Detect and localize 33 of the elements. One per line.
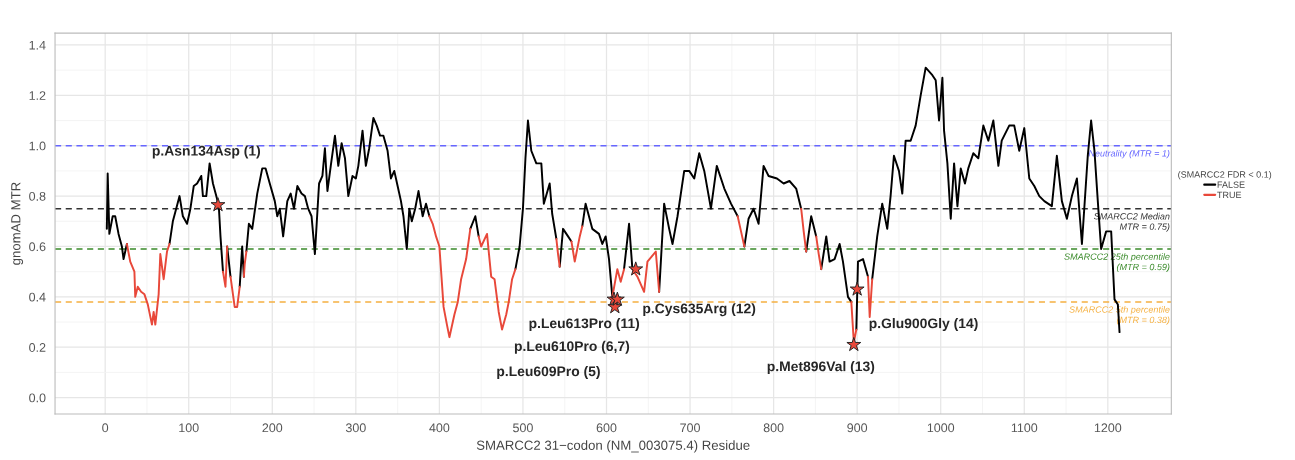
y-tick-label: 1.4 — [29, 40, 46, 50]
x-tick-label: 300 — [345, 423, 366, 433]
y-tick-label: 0.2 — [29, 343, 46, 352]
x-tick-label: 700 — [680, 423, 700, 433]
annotation: p.Glu900Gly (14) — [869, 318, 978, 331]
x-tick-label: 800 — [763, 423, 784, 433]
x-tick-label: 600 — [596, 423, 617, 433]
legend-label: TRUE — [1217, 191, 1242, 199]
legend-label: FALSE — [1217, 181, 1245, 188]
y-tick-label: 0.6 — [29, 242, 46, 252]
legend-title: (SMARCC2 FDR < 0.1) — [1178, 171, 1272, 180]
annotation: p.Met896Val (13) — [767, 361, 875, 375]
x-tick-label: 500 — [513, 423, 533, 433]
x-tick-label: 1200 — [1094, 423, 1122, 433]
y-tick-label: 1.0 — [29, 141, 46, 151]
x-tick-label: 200 — [262, 423, 283, 433]
y-tick-label: 0.4 — [29, 292, 46, 302]
x-tick-label: 1000 — [927, 423, 955, 433]
annotation: p.Cys635Arg (12) — [643, 303, 756, 317]
x-tick-label: 0 — [102, 423, 109, 433]
x-tick-label: 100 — [179, 423, 199, 433]
y-tick-label: 0.0 — [29, 393, 46, 403]
y-tick-label: 0.8 — [29, 191, 46, 201]
y-tick-label: 1.2 — [29, 91, 46, 100]
annotation: p.Leu609Pro (5) — [497, 366, 600, 379]
annotation: p.Asn134Asp (1) — [152, 145, 261, 159]
annotation: p.Leu610Pro (6,7) — [514, 340, 630, 354]
x-tick-label: 400 — [429, 423, 450, 433]
x-tick-label: 900 — [847, 423, 868, 433]
y-axis-title: gnomAD MTR — [11, 182, 24, 265]
annotation: p.Leu613Pro (11) — [529, 318, 640, 331]
x-tick-label: 1100 — [1011, 423, 1038, 433]
x-axis-title: SMARCC2 31−codon (NM_003075.4) Residue — [476, 440, 750, 453]
